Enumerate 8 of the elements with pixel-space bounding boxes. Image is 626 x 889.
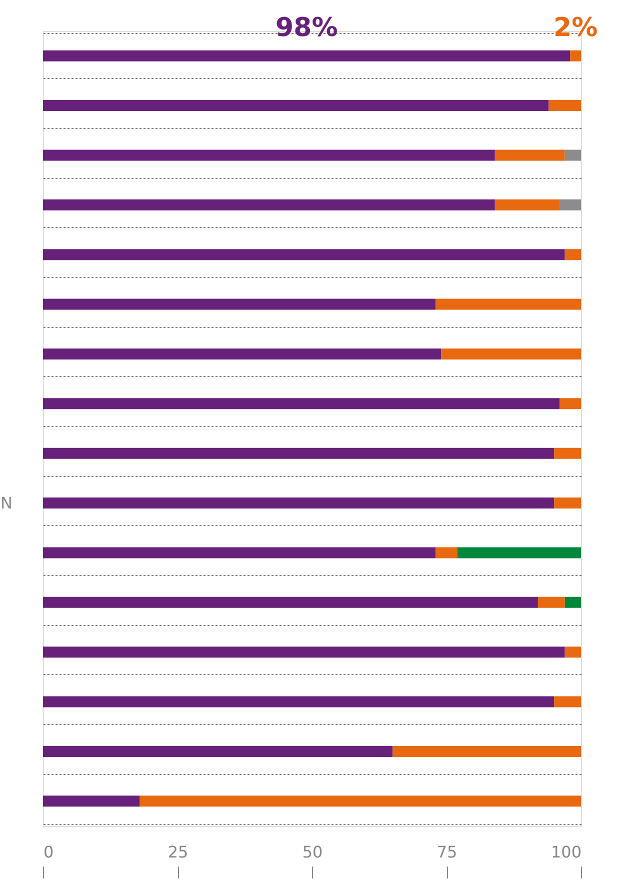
data-label: 98% [276, 12, 338, 43]
y-tick-label: N [0, 494, 12, 513]
x-tick-label: 0 [44, 842, 54, 862]
data-label: 2% [554, 12, 598, 43]
x-tick-label: 50 [302, 842, 323, 862]
x-tick-label: 100 [550, 842, 582, 862]
x-tick-label: 75 [436, 842, 458, 862]
x-tick-label: 25 [168, 842, 188, 862]
